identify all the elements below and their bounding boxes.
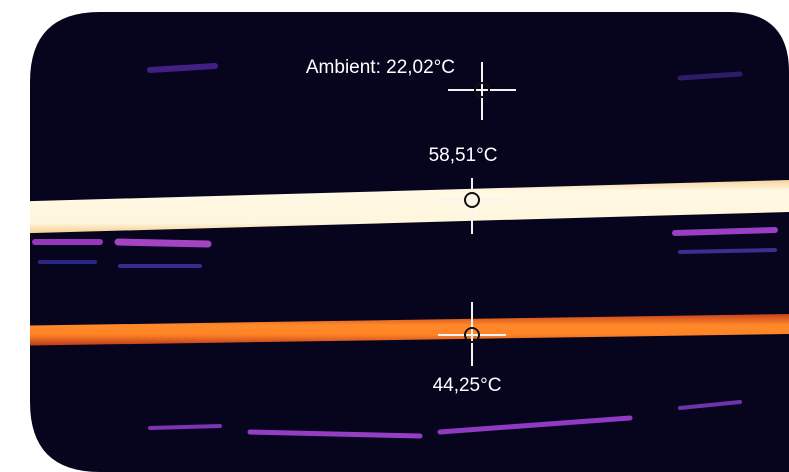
page: Ambient: 22,02°C 58,51°C 44,25°C (() => … — [0, 0, 789, 472]
hot-temperature-label: 58,51°C — [429, 145, 498, 166]
warm-temperature-label: 44,25°C — [433, 375, 502, 396]
ambient-label: Ambient: 22,02°C — [306, 57, 455, 78]
thermal-image: Ambient: 22,02°C 58,51°C 44,25°C — [0, 0, 789, 472]
